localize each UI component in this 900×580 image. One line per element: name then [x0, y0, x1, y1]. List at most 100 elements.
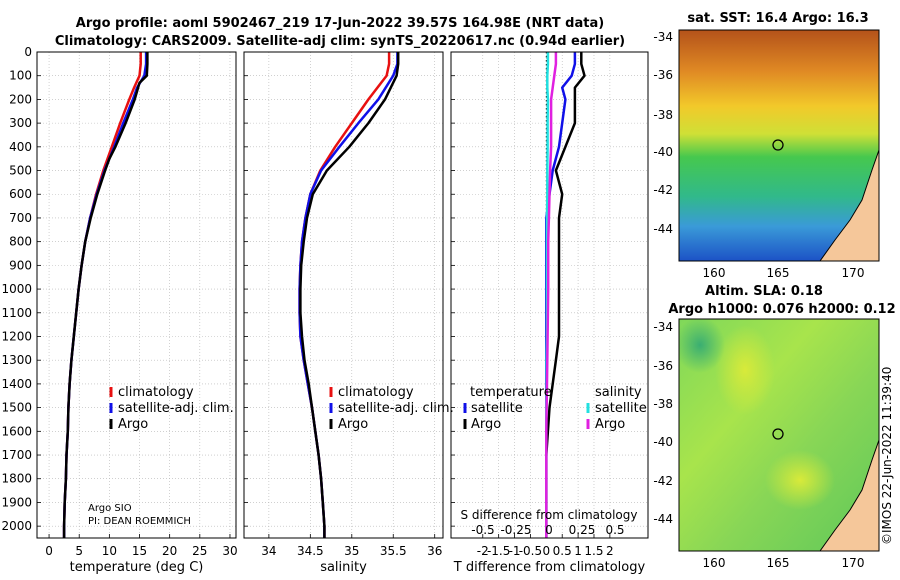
- legend-header-temperature: temperature: [470, 385, 552, 400]
- y-tick-label: 1900: [1, 495, 32, 509]
- x-tick-label: 15: [132, 544, 147, 558]
- x-tick-label: -0.5: [519, 544, 542, 558]
- lat-tick: -34: [653, 30, 673, 44]
- x-tick-label: -1: [509, 544, 521, 558]
- sst-field: [679, 30, 879, 261]
- lat-tick: -38: [653, 108, 673, 122]
- x-tick-label: -1.5: [487, 544, 510, 558]
- land-mass: [820, 150, 879, 261]
- legend-label-sal-satellite: satellite: [595, 401, 647, 416]
- land-mass: [820, 440, 879, 551]
- x-tick-label: 34.5: [297, 544, 324, 558]
- y-tick-label: 300: [9, 116, 32, 130]
- y-tick-label: 0: [24, 45, 32, 59]
- coastline: [819, 149, 879, 261]
- lon-tick: 170: [842, 556, 865, 570]
- diff-top-tick: 0: [545, 523, 553, 537]
- x-tick-label: 1.5: [584, 544, 603, 558]
- x-tick-label: 10: [102, 544, 117, 558]
- plot-frame: [36, 51, 237, 539]
- float-position-marker: [772, 428, 784, 440]
- y-tick-label: 1500: [1, 401, 32, 415]
- x-tick-label: 5: [75, 544, 83, 558]
- sst-lat-ticks: -34 -36 -38 -40 -42 -44: [653, 30, 673, 236]
- difference-profile-chart: -2-1.5-1-0.5 0 0.5 1 1.5 2T difference from c…: [450, 51, 649, 575]
- figure-title-line2: Climatology: CARS2009. Satellite-adj cli…: [55, 34, 625, 49]
- sst-map: [679, 30, 879, 261]
- lat-tick: -42: [653, 474, 673, 488]
- y-tick-label: 1300: [1, 353, 32, 367]
- y-tick-label: 1000: [1, 282, 32, 296]
- y-tick-label: 1600: [1, 424, 32, 438]
- y-tick-label: 1200: [1, 329, 32, 343]
- lon-tick: 170: [842, 266, 865, 280]
- y-tick-label: 600: [9, 187, 32, 201]
- y-tick-label: 400: [9, 140, 32, 154]
- sla-low-anomaly: [679, 319, 725, 373]
- diff-top-tick: 0.25: [569, 523, 596, 537]
- legend-label-sal-argo: Argo: [595, 417, 625, 432]
- legend-label-argo: Argo: [338, 417, 368, 432]
- x-tick-label: 1: [574, 544, 582, 558]
- series-line-argo: [299, 52, 400, 538]
- series-line-argo: [62, 52, 149, 538]
- diff-top-ticks: -0.5 -0.25 0 0.25 0.5: [471, 523, 624, 537]
- temp-legend: climatology satellite-adj. clim. Argo: [109, 385, 234, 432]
- sst-map-title: sat. SST: 16.4 Argo: 16.3: [687, 11, 868, 26]
- x-tick-label: 2: [606, 544, 614, 558]
- lat-tick: -38: [653, 397, 673, 411]
- y-tick-label: 1800: [1, 472, 32, 486]
- x-axis-label: salinity: [320, 560, 367, 575]
- y-tick-label: 1700: [1, 448, 32, 462]
- temperature-profile-chart: 0 5 10 15 20 25 300100200300400500600700800900…: [1, 45, 237, 575]
- sal-legend: climatology satellite-adj. clim. Argo: [329, 385, 454, 432]
- lon-tick: 160: [703, 266, 726, 280]
- diff-top-xlabel: S difference from climatology: [461, 508, 638, 522]
- sla-map-frame: [678, 318, 880, 552]
- lat-tick: -40: [653, 145, 673, 159]
- legend-label-satellite: satellite-adj. clim.: [338, 401, 454, 416]
- x-tick-label: 35: [344, 544, 359, 558]
- plot-area: [37, 52, 236, 538]
- y-tick-label: 1400: [1, 377, 32, 391]
- legend-label-argo: Argo: [118, 417, 148, 432]
- coastline: [819, 439, 879, 551]
- float-position-marker: [772, 139, 784, 151]
- plot-frame: [243, 51, 444, 539]
- y-tick-label: 1100: [1, 306, 32, 320]
- x-tick-label: 0.5: [553, 544, 572, 558]
- figure-title-line1: Argo profile: aoml 5902467_219 17-Jun-20…: [76, 16, 604, 31]
- lon-tick: 165: [767, 556, 790, 570]
- x-tick-label: 20: [162, 544, 177, 558]
- lat-tick: -42: [653, 183, 673, 197]
- plot-area: [451, 52, 648, 538]
- sla-high-anomaly: [765, 450, 835, 510]
- diff-top-tick: 0.5: [605, 523, 624, 537]
- salinity-profile-chart: 34 34.5 35 35.5 36 salinity: [243, 51, 444, 575]
- y-tick-label: 200: [9, 92, 32, 106]
- lat-tick: -36: [653, 68, 673, 82]
- legend-label-satellite: satellite-adj. clim.: [118, 401, 234, 416]
- y-tick-label: 2000: [1, 519, 32, 533]
- x-tick-label: 0: [543, 544, 551, 558]
- lat-tick: -44: [653, 222, 673, 236]
- lon-tick: 165: [767, 266, 790, 280]
- x-tick-label: 25: [192, 544, 207, 558]
- legend-header-salinity: salinity: [595, 385, 642, 400]
- y-tick-label: 700: [9, 211, 32, 225]
- sst-lon-ticks: 160 165 170: [703, 266, 865, 280]
- plot-frame: [450, 51, 649, 539]
- sst-map-frame: [678, 29, 880, 262]
- x-tick-label: 34: [261, 544, 276, 558]
- y-tick-label: 900: [9, 258, 32, 272]
- lat-tick: -40: [653, 435, 673, 449]
- y-tick-label: 100: [9, 69, 32, 83]
- lon-tick: 160: [703, 556, 726, 570]
- legend-label-climatology: climatology: [338, 385, 414, 400]
- sla-map: [679, 319, 879, 551]
- legend-label-climatology: climatology: [118, 385, 194, 400]
- sla-lon-ticks: 160 165 170: [703, 556, 865, 570]
- lat-tick: -36: [653, 359, 673, 373]
- diff-legend: temperature salinity satellite Argo sate…: [463, 385, 647, 432]
- x-tick-label: 30: [222, 544, 237, 558]
